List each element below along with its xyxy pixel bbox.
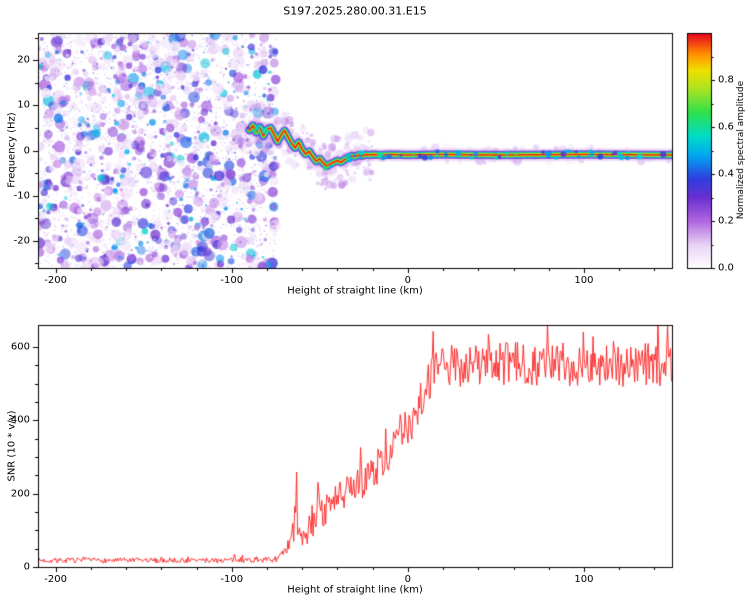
tick-label: 0 [23, 561, 30, 573]
tick-label: 0.8 [718, 74, 734, 86]
tick-label: 0.6 [718, 121, 734, 133]
tick-label: -200 [44, 275, 67, 286]
tick-label: -20 [13, 235, 30, 247]
plot-title: S197.2025.280.00.31.E15 [283, 4, 427, 18]
tick-label: 0.4 [718, 168, 734, 180]
top-xaxis-label: Height of straight line (km) [287, 285, 423, 297]
tick-label: 0.0 [718, 262, 734, 274]
tick-label: 200 [10, 488, 30, 500]
tick-label: 100 [574, 275, 594, 286]
tick-label: 100 [574, 574, 594, 585]
tick-label: -200 [44, 574, 67, 585]
tick-label: -10 [13, 190, 30, 202]
tick-label: 10 [17, 99, 30, 111]
bottom-xaxis-label: Height of straight line (km) [287, 584, 423, 596]
tick-label: -100 [220, 275, 244, 286]
tick-label: -100 [220, 574, 244, 585]
tick-label: 0.2 [718, 215, 734, 227]
tick-label: 400 [10, 414, 30, 426]
tick-label: 20 [17, 54, 30, 66]
tick-label: 600 [10, 341, 30, 353]
tick-label: 0 [404, 574, 412, 585]
tick-label: 0 [23, 145, 30, 156]
tick-label: 0 [404, 275, 412, 286]
